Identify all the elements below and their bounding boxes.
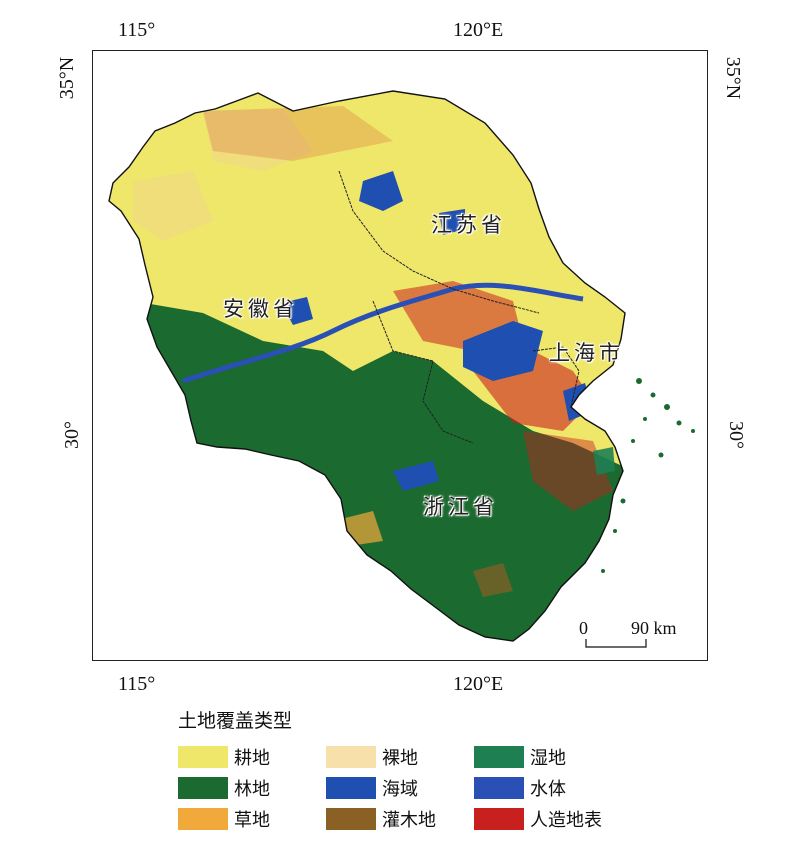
lon-tick-115-bottom: 115°: [118, 673, 156, 695]
wetland-patch: [593, 447, 615, 475]
legend-item: 湿地: [474, 745, 624, 769]
forest-patch: [243, 371, 333, 423]
urban-scatter: [203, 106, 393, 161]
lat-tick-30-left: 30°: [61, 421, 83, 449]
bare-patch: [203, 109, 313, 171]
map-canvas: [108, 90, 695, 648]
urban-zone: [523, 431, 613, 511]
scale-bar: [585, 639, 647, 648]
lat-tick-35-right: 35°N: [722, 56, 745, 100]
legend-label: 人造地表: [530, 810, 602, 831]
legend-swatch: [326, 808, 376, 830]
scale-start-label: 0: [579, 618, 588, 638]
legend: 土地覆盖类型 耕地 裸地 湿地林地 海域 水体草地 灌木地 人造地表: [178, 706, 648, 831]
legend-item: 耕地: [178, 745, 326, 769]
legend-item: 海域: [326, 776, 474, 800]
lake-chaohu: [281, 297, 313, 325]
taihu-lake: [463, 321, 543, 381]
lon-tick-120-bottom: 120°E: [453, 673, 504, 695]
legend-label: 草地: [234, 810, 270, 831]
legend-label: 耕地: [234, 748, 270, 769]
legend-grid: 耕地 裸地 湿地林地 海域 水体草地 灌木地 人造地表: [178, 745, 648, 831]
scale-end-label: 90 km: [631, 618, 677, 638]
legend-item: 草地: [178, 807, 326, 831]
province-label-anhui: 安徽省: [223, 297, 298, 321]
lat-tick-30-right: 30°: [725, 421, 747, 449]
lat-tick-35-left: 35°N: [56, 56, 79, 100]
yangtze-river: [182, 282, 584, 384]
legend-swatch: [178, 777, 228, 799]
legend-swatch: [474, 746, 524, 768]
legend-label: 湿地: [530, 748, 566, 769]
legend-swatch: [326, 777, 376, 799]
legend-label: 裸地: [382, 748, 418, 769]
lake-qiandao: [393, 461, 439, 491]
legend-label: 海域: [382, 779, 418, 800]
legend-item: 人造地表: [474, 807, 624, 831]
lake-hongze: [359, 171, 403, 211]
lon-tick-120-top: 120°E: [453, 19, 504, 41]
legend-label: 灌木地: [382, 810, 436, 831]
province-boundary: [338, 170, 540, 314]
shrub-patch: [473, 563, 513, 597]
legend-swatch: [178, 808, 228, 830]
legend-item: 灌木地: [326, 807, 474, 831]
lon-tick-115-top: 115°: [118, 19, 156, 41]
land-cover-map: 江苏省 安徽省 上海市 浙江省 0 90 km: [92, 50, 708, 661]
bare-patch: [133, 171, 213, 241]
legend-item: 林地: [178, 776, 326, 800]
legend-item: 裸地: [326, 745, 474, 769]
legend-swatch: [474, 808, 524, 830]
province-boundary: [372, 300, 474, 444]
lake-gaoyou: [439, 209, 465, 235]
legend-swatch: [326, 746, 376, 768]
legend-label: 林地: [234, 779, 270, 800]
legend-swatch: [178, 746, 228, 768]
coastal-islands: [601, 378, 695, 573]
legend-swatch: [474, 777, 524, 799]
province-label-jiangsu: 江苏省: [431, 213, 506, 237]
legend-title: 土地覆盖类型: [178, 710, 293, 732]
legend-item: 水体: [474, 776, 624, 800]
province-label-zhejiang: 浙江省: [423, 495, 498, 519]
legend-label: 水体: [530, 779, 566, 800]
province-boundary: [532, 346, 580, 408]
province-label-shanghai: 上海市: [549, 341, 624, 365]
